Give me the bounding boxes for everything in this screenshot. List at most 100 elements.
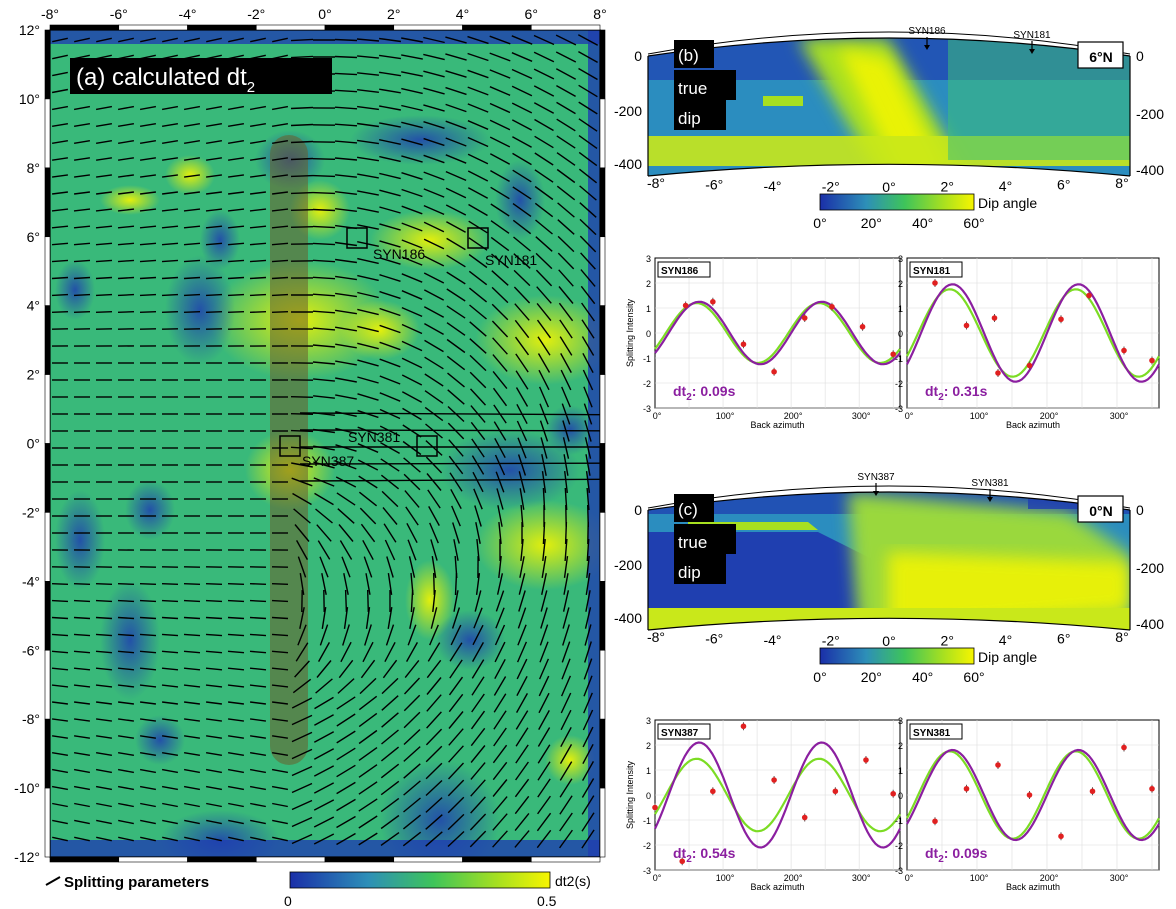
- plot-y-tick: 2: [898, 741, 903, 751]
- dip-colorbar-tick: 40°: [912, 215, 933, 231]
- splitting-stick: [290, 140, 314, 144]
- map-y-tick-label: -12°: [14, 849, 40, 865]
- map-frame-bar: [599, 649, 606, 720]
- splitting-stick: [424, 339, 444, 353]
- splitting-stick: [585, 454, 591, 476]
- colorbar-dt2-max: 0.5: [537, 893, 557, 909]
- splitting-stick: [379, 105, 401, 111]
- splitting-stick: [562, 607, 570, 629]
- splitting-stick: [51, 583, 69, 585]
- true-dip-label-line1: true: [678, 79, 707, 98]
- splitting-stick: [582, 743, 594, 765]
- splitting-stick: [403, 746, 421, 762]
- splitting-stick: [205, 633, 223, 637]
- splitting-stick: [227, 105, 245, 111]
- splitting-stick: [511, 119, 533, 131]
- map-frame-bar: [599, 787, 606, 858]
- splitting-stick: [51, 208, 69, 212]
- fit-curve: [906, 283, 1160, 383]
- splitting-stick: [423, 87, 445, 95]
- splitting-stick: [556, 185, 576, 201]
- splitting-stick: [446, 338, 466, 354]
- plot-y-tick: 3: [646, 716, 651, 726]
- splitting-stick: [321, 606, 327, 630]
- map-frame-bar: [393, 24, 463, 31]
- splitting-stick: [227, 752, 245, 756]
- splitting-stick: [249, 157, 267, 161]
- splitting-stick: [290, 446, 314, 450]
- panel-letter: (c): [678, 500, 698, 519]
- splitting-stick: [228, 819, 244, 825]
- splitting-stick: [271, 633, 289, 637]
- splitting-stick: [556, 84, 576, 98]
- splitting-stick: [117, 157, 135, 161]
- splitting-stick: [227, 311, 245, 313]
- splitting-stick: [250, 701, 266, 705]
- splitting-stick: [540, 590, 548, 612]
- map-y-tick-label: -10°: [14, 780, 40, 796]
- splitting-stick: [183, 735, 201, 739]
- plot-y-tick: 3: [646, 254, 651, 264]
- splitting-stick: [514, 336, 530, 356]
- splitting-stick: [73, 259, 91, 263]
- section-depth-label-left: 0: [634, 48, 642, 64]
- splitting-stick: [95, 225, 113, 229]
- dt2-high-region: [545, 735, 595, 785]
- splitting-stick: [538, 675, 550, 697]
- splitting-stick: [205, 123, 223, 127]
- splitting-stick: [489, 35, 511, 45]
- splitting-stick: [536, 302, 552, 322]
- splitting-stick: [470, 745, 486, 763]
- splitting-stick: [564, 471, 568, 493]
- splitting-stick: [205, 599, 223, 603]
- splitting-stick: [357, 393, 379, 401]
- splitting-stick: [408, 556, 416, 578]
- splitting-stick: [313, 765, 335, 777]
- splitting-stick: [184, 37, 200, 43]
- splitting-stick: [95, 242, 113, 246]
- splitting-stick: [469, 338, 487, 354]
- splitting-stick: [336, 815, 356, 829]
- map-frame-bar: [462, 24, 532, 31]
- plot-y-tick: -1: [895, 816, 903, 826]
- splitting-stick: [183, 752, 201, 756]
- splitting-stick: [541, 454, 547, 476]
- splitting-stick: [358, 815, 378, 829]
- splitting-stick: [357, 257, 379, 265]
- map-frame-bar: [187, 856, 257, 863]
- splitting-stick: [424, 390, 444, 404]
- splitting-stick: [578, 135, 598, 149]
- splitting-stick: [95, 105, 113, 111]
- splitting-stick: [513, 236, 531, 252]
- splitting-stick: [537, 761, 551, 781]
- map-frame-bar: [49, 24, 120, 31]
- splitting-stick: [535, 236, 553, 252]
- section-top-edge: [647, 491, 1131, 511]
- splitting-stick: [161, 667, 179, 671]
- splitting-stick: [379, 307, 401, 317]
- splitting-stick: [313, 477, 335, 487]
- splitting-stick: [516, 641, 528, 663]
- splitting-stick: [205, 735, 223, 739]
- splitting-stick: [139, 768, 157, 774]
- splitting-stick: [365, 573, 371, 595]
- map-frame-bar: [599, 718, 606, 789]
- splitting-stick: [429, 522, 439, 544]
- splitting-stick: [452, 522, 460, 544]
- map-frame-bar: [462, 856, 532, 863]
- splitting-stick: [453, 590, 459, 612]
- splitting-stick: [74, 836, 90, 842]
- splitting-stick: [467, 103, 489, 113]
- splitting-stick: [227, 583, 245, 585]
- splitting-stick: [469, 830, 487, 848]
- splitting-stick: [249, 616, 267, 620]
- splitting-stick: [335, 208, 357, 212]
- splitting-stick: [449, 472, 463, 492]
- section-x-tick-label: 4°: [999, 178, 1012, 194]
- splitting-stick: [271, 259, 289, 263]
- splitting-stick: [313, 782, 335, 794]
- splitting-stick: [542, 521, 546, 545]
- splitting-stick: [558, 302, 574, 322]
- station-arrow-icon: [987, 497, 993, 502]
- splitting-stick: [357, 241, 379, 247]
